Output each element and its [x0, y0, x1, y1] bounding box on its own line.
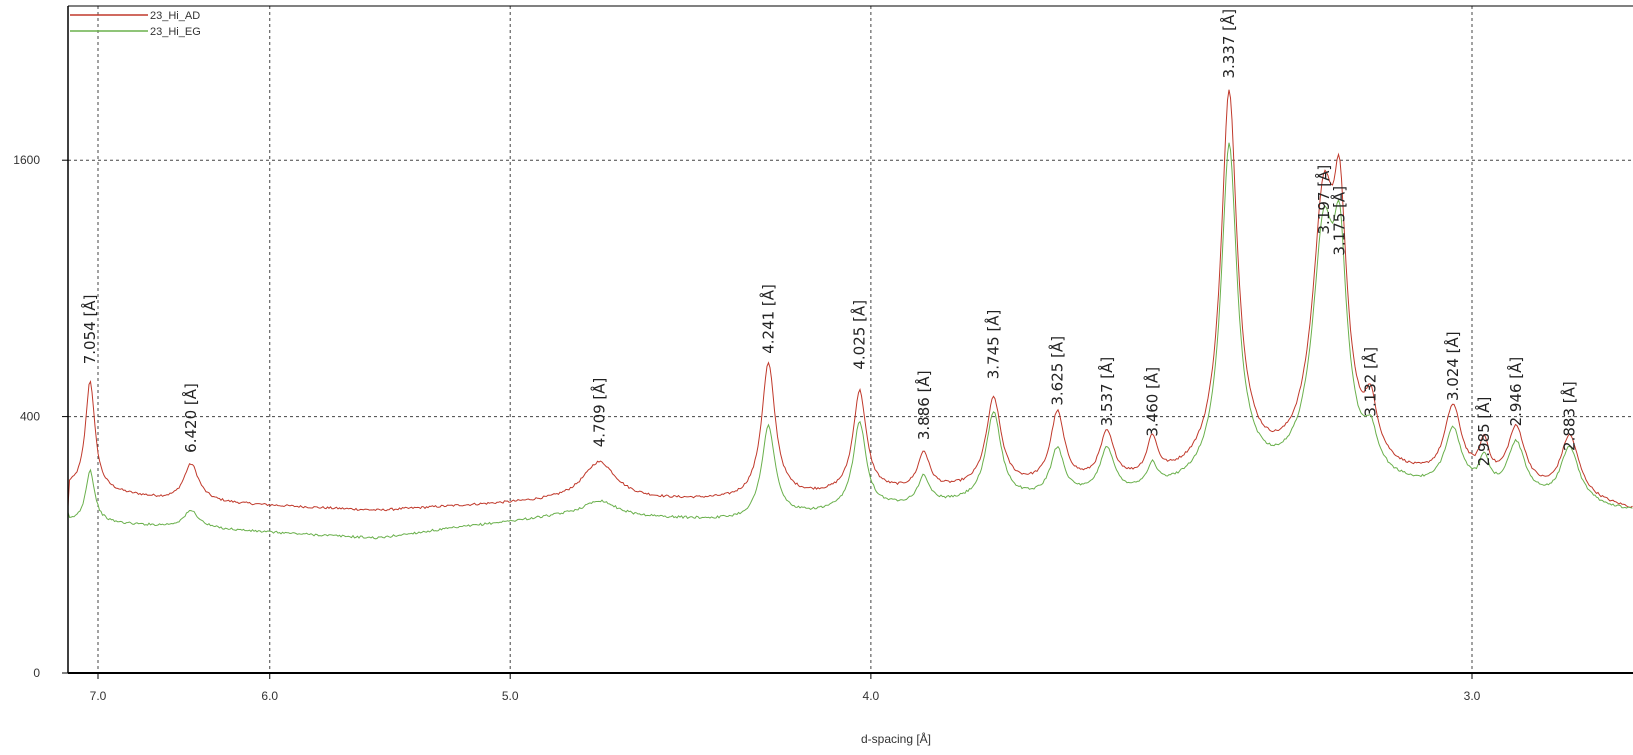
legend: 23_Hi_AD 23_Hi_EG [70, 10, 201, 38]
peak-label: 3.537 [Å] [1097, 357, 1116, 427]
series-layer [67, 89, 1633, 540]
tick-labels: 7.0 6.0 5.0 4.0 3.0 0 400 1600 [13, 153, 1480, 703]
peak-label: 3.745 [Å] [984, 310, 1003, 380]
peak-label: 3.625 [Å] [1047, 336, 1066, 406]
x-tick-label: 4.0 [863, 689, 880, 703]
y-tick-label: 400 [20, 410, 40, 424]
peak-label: 3.175 [Å] [1329, 186, 1348, 256]
axes [67, 5, 1633, 674]
peak-label: 2.883 [Å] [1560, 381, 1579, 451]
x-axis-title: d-spacing [Å] [861, 731, 931, 746]
peak-label: 2.985 [Å] [1474, 397, 1493, 467]
peak-label: 4.709 [Å] [589, 378, 608, 448]
x-tick-label: 6.0 [261, 689, 278, 703]
peak-label: 3.337 [Å] [1219, 9, 1238, 79]
series-line-eg [67, 142, 1633, 540]
peak-label: 6.420 [Å] [181, 383, 200, 453]
legend-label-eg: 23_Hi_EG [150, 26, 201, 38]
series-line-ad [67, 89, 1633, 512]
peak-label: 3.886 [Å] [914, 370, 933, 440]
peak-label: 3.460 [Å] [1142, 367, 1161, 437]
peak-label: 3.197 [Å] [1314, 165, 1333, 235]
peak-label: 7.054 [Å] [80, 295, 99, 365]
y-tick-label: 0 [33, 666, 40, 680]
peak-label: 3.024 [Å] [1443, 331, 1462, 401]
peak-labels: 7.054 [Å] 6.420 [Å] 4.709 [Å] 4.241 [Å] 4.02… [80, 9, 1579, 467]
x-tick-label: 3.0 [1464, 689, 1481, 703]
y-tick-label: 1600 [13, 153, 40, 167]
legend-label-ad: 23_Hi_AD [150, 10, 200, 22]
x-tick-label: 5.0 [502, 689, 519, 703]
peak-label: 3.132 [Å] [1361, 347, 1380, 417]
peak-label: 4.025 [Å] [850, 300, 869, 370]
peak-label: 4.241 [Å] [758, 284, 777, 354]
peak-label: 2.946 [Å] [1506, 357, 1525, 427]
x-tick-label: 7.0 [90, 689, 107, 703]
